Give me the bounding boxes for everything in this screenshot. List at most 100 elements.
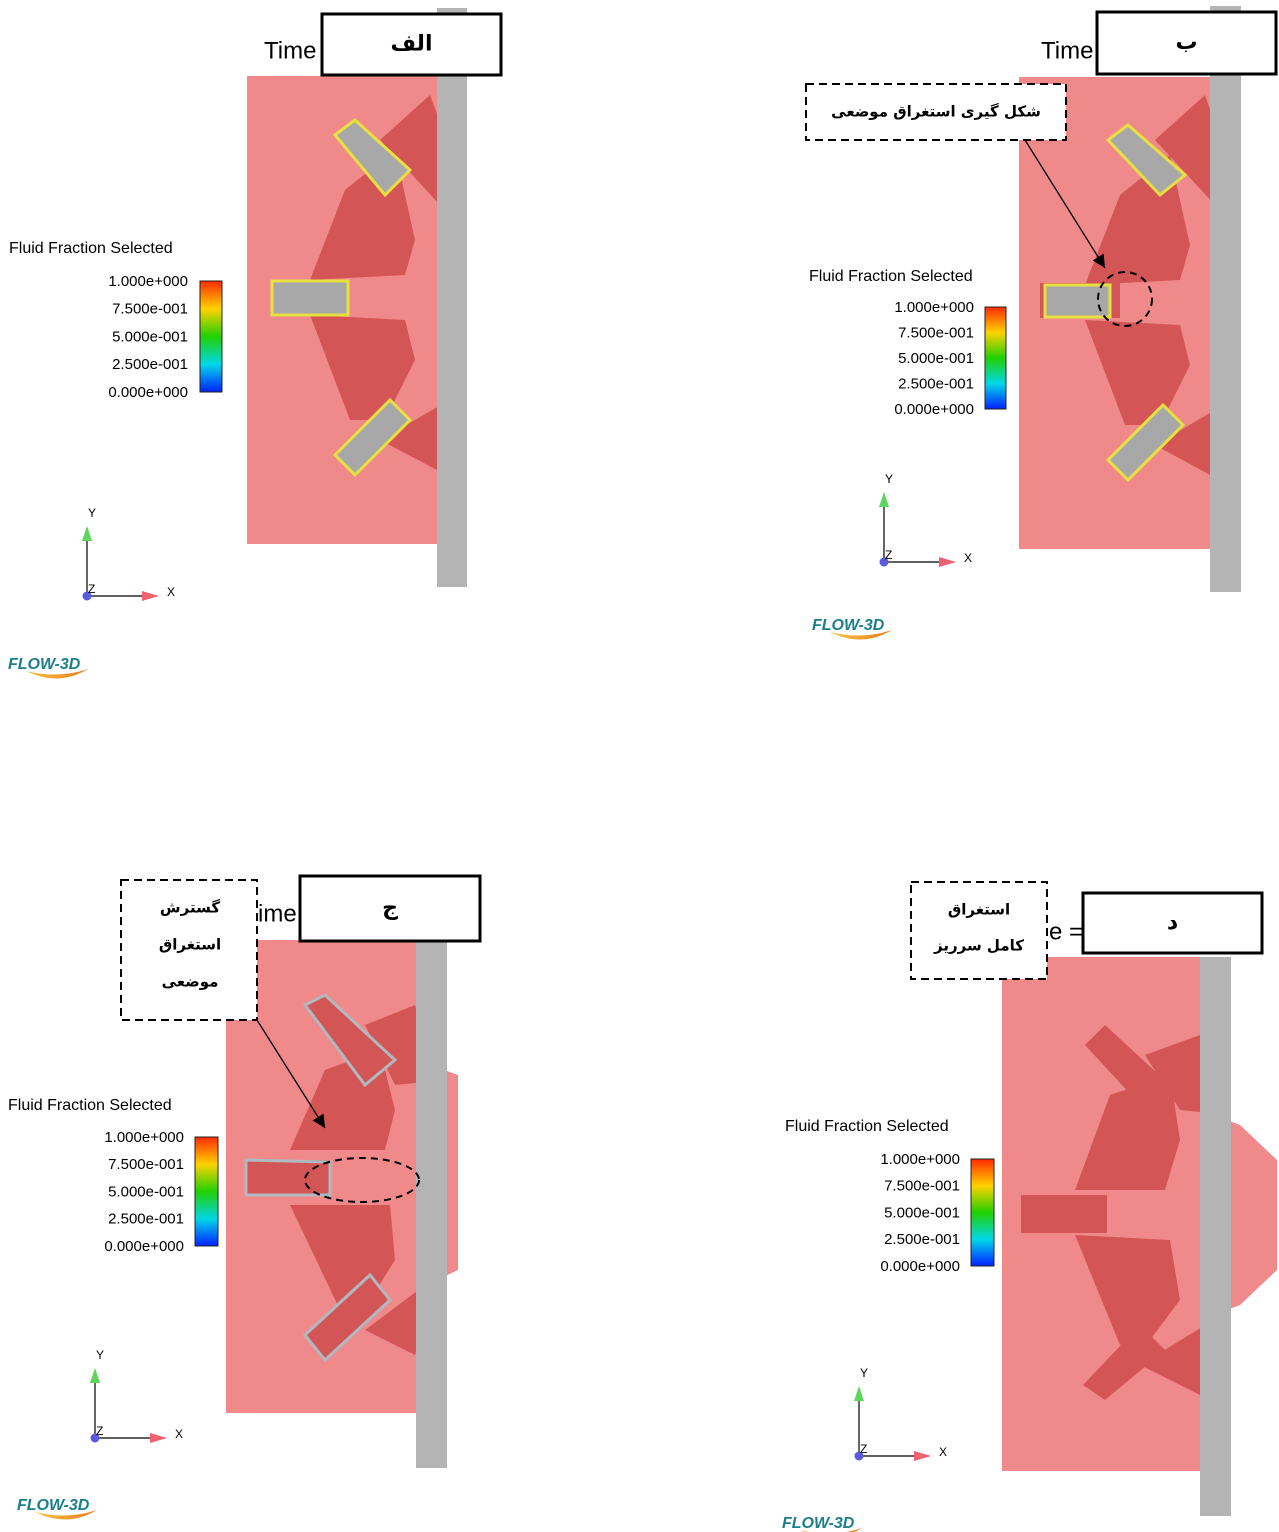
colorbar-tick-label: 1.000e+000 (108, 273, 188, 290)
gate-rod (1083, 1325, 1165, 1400)
colorbar-tick-label: 1.000e+000 (104, 1129, 184, 1146)
axis-x-label: X (175, 1427, 183, 1441)
wall (437, 8, 467, 587)
axis-y-label: Y (96, 1348, 104, 1362)
colorbar-tick-label: 7.500e-001 (112, 301, 188, 318)
colorbar-tick-label: 1.000e+000 (880, 1151, 960, 1168)
colorbar-tick-label: 5.000e-001 (112, 328, 188, 345)
colorbar (970, 1158, 995, 1267)
gate-rod (302, 993, 398, 1088)
colorbar (984, 306, 1007, 410)
axis-z-label: Z (88, 582, 95, 596)
colorbar-tick-label: 2.500e-001 (884, 1231, 960, 1248)
colorbar-tick-label: 0.000e+000 (108, 384, 188, 401)
colorbar-tick-label: 0.000e+000 (894, 401, 974, 418)
axis-x-head (150, 1433, 167, 1443)
axis-z (854, 1451, 864, 1461)
axis-x-label: X (939, 1445, 947, 1459)
panel-label: د (1167, 910, 1178, 935)
gate-rod (332, 397, 413, 478)
legend-title: Fluid Fraction Selected (8, 1097, 172, 1114)
colorbar-tick-label: 1.000e+000 (894, 299, 974, 316)
axis-y-head (82, 526, 92, 541)
gate-rod (1043, 283, 1112, 319)
axis-z (90, 1433, 100, 1443)
annotation-arrow (256, 1019, 326, 1129)
panel-label: ب (1175, 30, 1197, 55)
axis-x-head (914, 1451, 931, 1461)
annotation-text: گسترش (160, 899, 220, 917)
colorbar-tick-label: 2.500e-001 (898, 375, 974, 392)
axis-y-label: Y (860, 1366, 868, 1380)
gate-block (1075, 1235, 1180, 1345)
colorbar-tick-label: 7.500e-001 (884, 1178, 960, 1195)
time-text: Time (264, 37, 316, 64)
label-box (320, 12, 503, 77)
legend-title: Fluid Fraction Selected (785, 1118, 949, 1135)
wall (416, 940, 447, 1468)
annotation-text: کامل سرریز (933, 937, 1024, 955)
annotation-text: استغراق (159, 936, 221, 954)
gate-block (310, 315, 415, 420)
axis-y-head (854, 1386, 864, 1401)
gate-rod (270, 279, 350, 317)
axis-z-label: Z (96, 1424, 103, 1438)
logo: FLOW-3D (782, 1515, 855, 1532)
colorbar-tick-label: 7.500e-001 (108, 1156, 184, 1173)
label-box (298, 874, 482, 943)
panel-label: ج (382, 896, 398, 921)
colorbar-tick-label: 0.000e+000 (880, 1258, 960, 1275)
logo-swoosh (26, 669, 88, 679)
colorbar-tick-label: 0.000e+000 (104, 1238, 184, 1255)
colorbar (199, 280, 223, 393)
annotation-box (910, 881, 1048, 980)
axis-y-label: Y (885, 472, 893, 486)
axis-z (879, 557, 889, 567)
logo: FLOW-3D (8, 656, 81, 673)
time-text: Time (1041, 37, 1093, 64)
colorbar-tick-label: 2.500e-001 (112, 356, 188, 373)
axis-z-label: Z (885, 548, 892, 562)
logo: FLOW-3D (17, 1497, 90, 1514)
highlight-ellipse (1097, 271, 1153, 327)
axis-y-label: Y (88, 506, 96, 520)
label-box (1081, 891, 1264, 955)
fluid-region (1002, 957, 1277, 1471)
colorbar-tick-label: 2.500e-001 (108, 1211, 184, 1228)
logo-swoosh (830, 630, 892, 640)
label-box (1095, 10, 1278, 76)
annotation-text: شکل گیری استغراق موضعی (831, 103, 1041, 121)
gate-rod (1105, 123, 1188, 198)
gate-rod (332, 118, 413, 198)
colorbar-tick-label: 7.500e-001 (898, 324, 974, 341)
highlight-ellipse (304, 1157, 420, 1203)
colorbar-tick-label: 5.000e-001 (884, 1204, 960, 1221)
annotation-box (120, 879, 258, 1021)
gate-rod (1085, 1025, 1170, 1110)
panel: e = د Fluid Fraction Selected 1.000e+000 7.5… (782, 881, 1277, 1532)
time-text: ime (258, 900, 297, 927)
gate-rod (244, 1158, 332, 1197)
colorbar-tick-label: 5.000e-001 (108, 1183, 184, 1200)
annotation-box (805, 83, 1067, 141)
wall (1210, 6, 1241, 592)
panel: Time ب Fluid Fraction Selected 1.000e+000 7.… (805, 6, 1278, 640)
gate-rod (1021, 1195, 1107, 1233)
axis-z (82, 591, 92, 601)
wall (1200, 957, 1231, 1516)
gate-rod (302, 1272, 393, 1363)
colorbar-tick-label: 5.000e-001 (898, 350, 974, 367)
gate-block (1085, 320, 1190, 425)
axis-x-head (939, 557, 956, 567)
legend-title: Fluid Fraction Selected (9, 240, 173, 257)
annotation-text: موضعی (162, 973, 219, 991)
axis-x-label: X (964, 551, 972, 565)
colorbar (194, 1136, 219, 1247)
panel-label: الف (390, 32, 432, 57)
axis-y-head (90, 1368, 100, 1383)
logo: FLOW-3D (812, 617, 885, 634)
axis-x-label: X (167, 585, 175, 599)
time-text: e = (1049, 918, 1083, 945)
panel: Time الف Fluid Fraction Selected 1.000e+000… (8, 8, 503, 679)
